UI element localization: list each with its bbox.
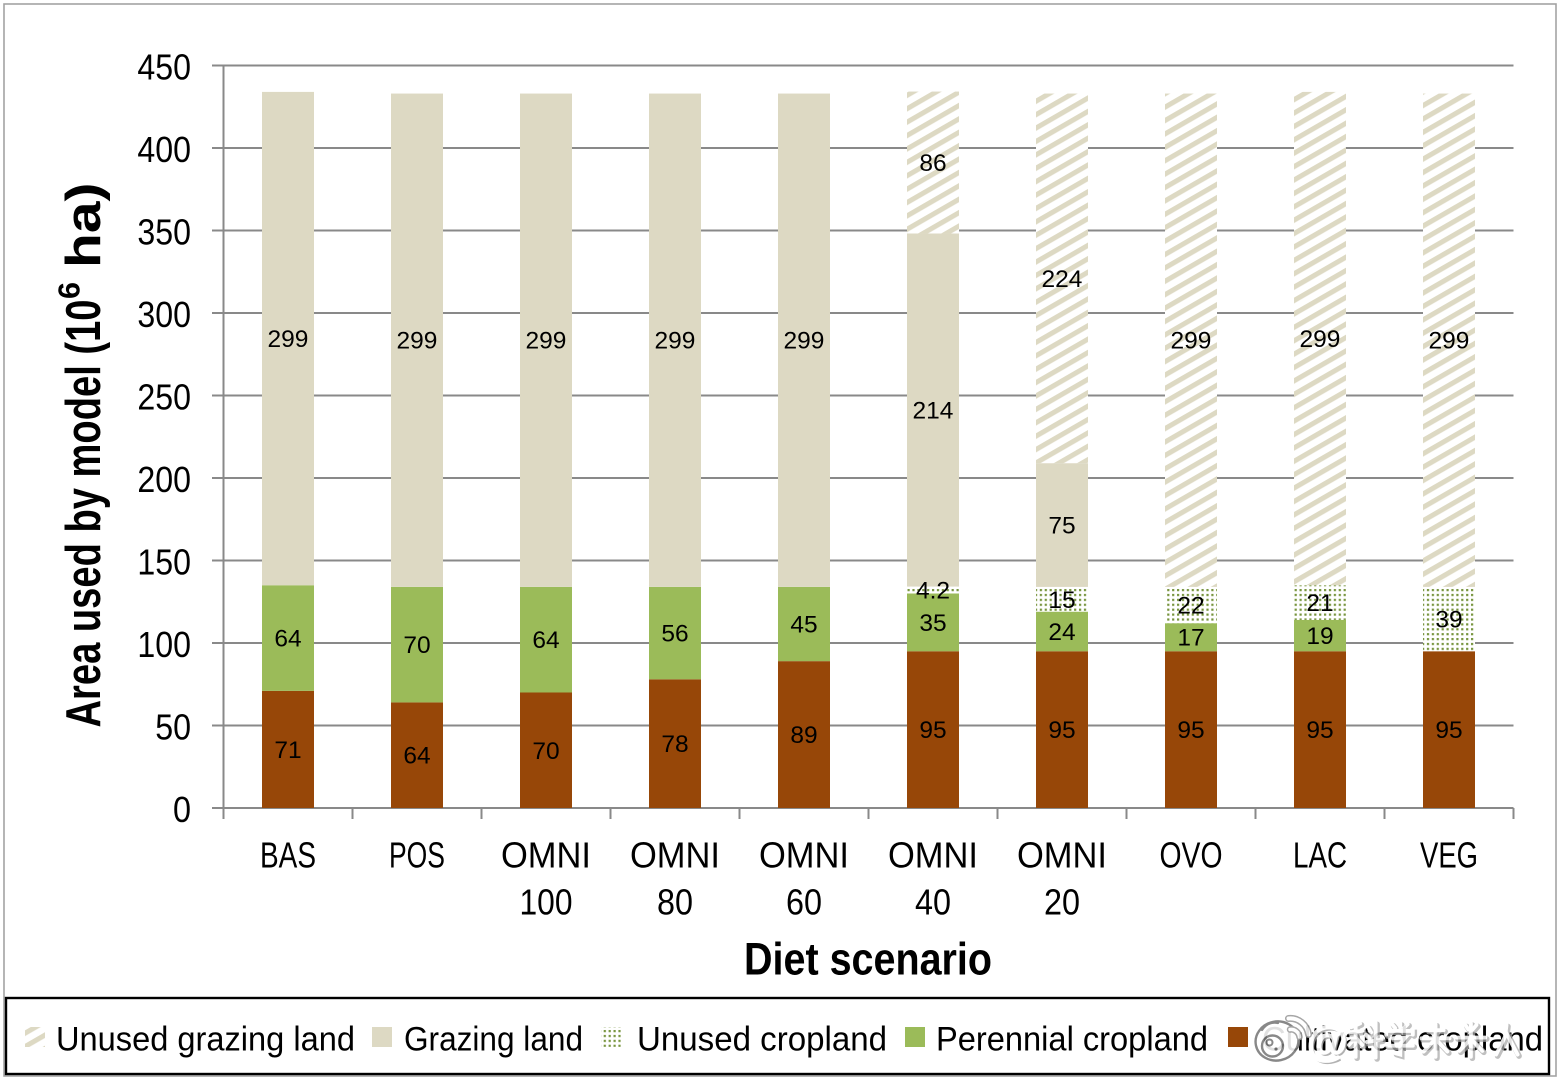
svg-text:15: 15: [1048, 587, 1075, 614]
svg-text:60: 60: [786, 882, 822, 923]
svg-text:OMNI: OMNI: [759, 835, 849, 876]
svg-text:95: 95: [1435, 717, 1462, 744]
svg-text:299: 299: [784, 328, 825, 355]
svg-text:Unused grazing land: Unused grazing land: [56, 1021, 355, 1059]
svg-text:19: 19: [1306, 623, 1333, 650]
svg-text:OMNI: OMNI: [501, 835, 591, 876]
svg-text:100: 100: [137, 624, 191, 665]
svg-text:BAS: BAS: [260, 835, 316, 876]
svg-text:4.2: 4.2: [916, 578, 950, 605]
svg-text:56: 56: [661, 621, 688, 648]
svg-text:LAC: LAC: [1293, 835, 1347, 876]
svg-text:ha): ha): [57, 183, 111, 269]
svg-text:95: 95: [1306, 717, 1333, 744]
svg-text:40: 40: [915, 882, 951, 923]
svg-text:VEG: VEG: [1420, 835, 1478, 876]
svg-text:@: @: [1308, 1021, 1351, 1068]
svg-text:Diet scenario: Diet scenario: [744, 934, 992, 985]
svg-text:299: 299: [268, 326, 309, 353]
svg-text:21: 21: [1306, 590, 1333, 617]
svg-text:71: 71: [274, 737, 301, 764]
svg-text:450: 450: [137, 47, 191, 88]
svg-text:0: 0: [173, 789, 191, 830]
svg-text:299: 299: [655, 328, 696, 355]
svg-text:214: 214: [913, 398, 954, 425]
svg-text:224: 224: [1042, 266, 1083, 293]
svg-text:200: 200: [137, 459, 191, 500]
svg-text:300: 300: [137, 294, 191, 335]
svg-text:75: 75: [1048, 513, 1075, 540]
svg-text:350: 350: [137, 212, 191, 253]
svg-text:Grazing land: Grazing land: [404, 1021, 583, 1059]
svg-text:OMNI: OMNI: [630, 835, 720, 876]
svg-text:95: 95: [1048, 717, 1075, 744]
svg-text:35: 35: [919, 610, 946, 637]
svg-text:78: 78: [661, 731, 688, 758]
svg-text:80: 80: [657, 882, 693, 923]
svg-text:39: 39: [1435, 607, 1462, 634]
svg-text:64: 64: [532, 627, 559, 654]
svg-text:Unused cropland: Unused cropland: [637, 1021, 887, 1059]
svg-text:150: 150: [137, 542, 191, 583]
svg-text:95: 95: [1177, 717, 1204, 744]
svg-text:OMNI: OMNI: [888, 835, 978, 876]
svg-text:70: 70: [532, 738, 559, 765]
svg-text:299: 299: [1300, 326, 1341, 353]
svg-text:Area used by model (10: Area used by model (10: [57, 300, 111, 728]
svg-text:@: @: [1306, 1019, 1349, 1066]
svg-text:89: 89: [790, 722, 817, 749]
svg-text:45: 45: [790, 612, 817, 639]
svg-text:70: 70: [403, 632, 430, 659]
svg-text:400: 400: [137, 129, 191, 170]
svg-text:100: 100: [520, 882, 573, 923]
svg-text:Perennial cropland: Perennial cropland: [936, 1021, 1208, 1059]
svg-text:POS: POS: [389, 835, 445, 876]
svg-text:22: 22: [1177, 593, 1204, 620]
svg-text:20: 20: [1044, 882, 1080, 923]
svg-text:OMNI: OMNI: [1017, 835, 1107, 876]
svg-text:OVO: OVO: [1160, 835, 1223, 876]
svg-text:17: 17: [1177, 625, 1204, 652]
svg-text:299: 299: [526, 328, 567, 355]
svg-text:24: 24: [1048, 619, 1075, 646]
svg-text:299: 299: [1171, 328, 1212, 355]
svg-text:6: 6: [52, 282, 87, 299]
svg-text:86: 86: [919, 150, 946, 177]
svg-text:64: 64: [403, 743, 430, 770]
svg-text:299: 299: [1429, 328, 1470, 355]
svg-text:250: 250: [137, 377, 191, 418]
svg-text:299: 299: [397, 328, 438, 355]
svg-text:64: 64: [274, 626, 301, 653]
svg-text:50: 50: [155, 707, 191, 748]
svg-text:95: 95: [919, 717, 946, 744]
